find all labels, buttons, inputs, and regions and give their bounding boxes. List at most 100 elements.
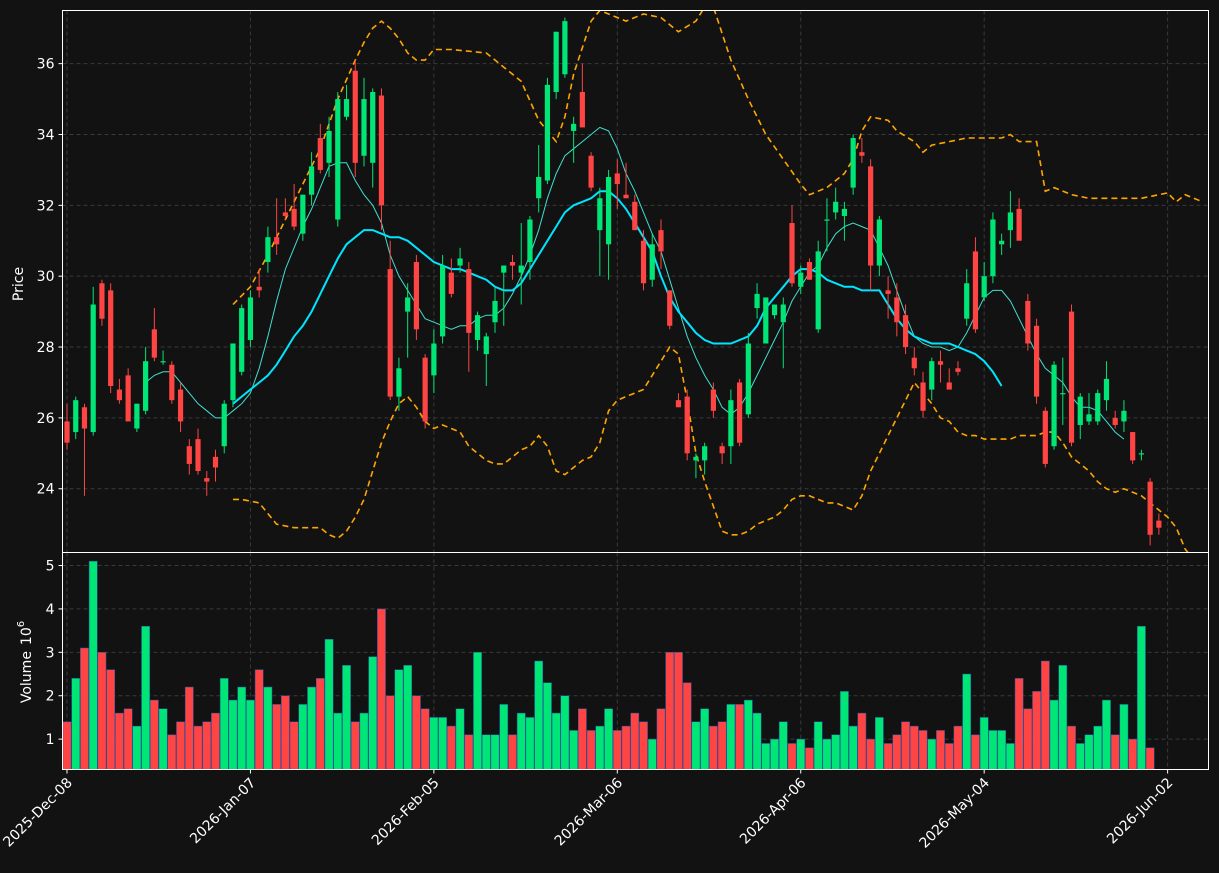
volume-bar xyxy=(88,560,98,770)
price-tick-label: 26 xyxy=(37,411,55,427)
candle-body xyxy=(1147,481,1153,535)
volume-bar xyxy=(997,730,1006,770)
candle-body xyxy=(693,456,699,461)
candle-body xyxy=(544,84,551,181)
candle-body xyxy=(675,400,682,408)
volume-bar xyxy=(822,738,832,770)
volume-bar xyxy=(639,721,648,770)
price-tick-label: 32 xyxy=(37,198,55,214)
candle-body xyxy=(571,123,577,131)
price-y-ticks: 24 26 28 30 32 34 36 xyxy=(37,57,63,498)
volume-tick-label: 2 xyxy=(46,689,55,705)
candle-body xyxy=(370,91,376,163)
volume-bar xyxy=(813,721,823,770)
candle-body xyxy=(177,389,184,422)
volume-bar xyxy=(80,647,89,770)
volume-bar xyxy=(988,730,998,770)
candle-body xyxy=(343,99,350,117)
volume-bar xyxy=(525,717,535,770)
volume-bar xyxy=(342,665,351,770)
candle-body xyxy=(902,315,909,348)
volume-bar xyxy=(403,665,413,770)
volume-bar xyxy=(1023,708,1033,770)
candle-body xyxy=(1156,520,1162,528)
candle-body xyxy=(710,389,716,411)
candle-body xyxy=(1033,325,1040,397)
candle-body xyxy=(667,290,673,326)
volume-bar xyxy=(944,743,954,770)
volume-bar xyxy=(953,725,963,770)
candle-body xyxy=(850,138,856,188)
volume-bar xyxy=(176,721,185,770)
candle-body xyxy=(1130,432,1136,461)
volume-axis-title: Volume 106 xyxy=(16,621,35,703)
volume-bar xyxy=(621,725,631,770)
candle-body xyxy=(841,208,848,216)
candle-body xyxy=(946,382,952,390)
candle-body xyxy=(536,176,542,199)
candle-body xyxy=(221,403,227,447)
candle-body xyxy=(833,201,839,213)
volume-bar xyxy=(778,721,788,770)
volume-bar xyxy=(272,704,281,770)
candle-body xyxy=(1068,311,1075,443)
candle-body xyxy=(562,21,568,75)
candle-body xyxy=(396,368,402,397)
volume-bar xyxy=(665,652,675,770)
volume-bar xyxy=(1102,699,1111,770)
volume-bar xyxy=(586,730,596,770)
volume-bar xyxy=(656,708,666,770)
candle-body xyxy=(929,361,935,390)
candle-body xyxy=(1095,393,1101,422)
candle-body xyxy=(230,343,236,401)
candle-body xyxy=(1042,410,1048,464)
candle-body xyxy=(99,283,105,319)
volume-bar xyxy=(1084,734,1094,770)
volume-bar xyxy=(1110,734,1120,770)
candle-body xyxy=(614,173,620,185)
volume-bar xyxy=(97,652,107,770)
candle-body xyxy=(116,389,123,401)
candle-body xyxy=(1007,212,1013,231)
price-tick-label: 36 xyxy=(37,57,55,73)
price-tick-label: 30 xyxy=(37,269,55,285)
volume-bar xyxy=(1014,678,1024,770)
volume-bar xyxy=(543,682,552,770)
volume-bar xyxy=(324,639,334,770)
volume-bar xyxy=(595,725,605,770)
volume-bar xyxy=(1032,691,1041,770)
candle-body xyxy=(73,400,79,433)
candle-body xyxy=(300,194,306,234)
candle-body xyxy=(632,201,638,231)
volume-tick-label: 4 xyxy=(46,602,55,618)
volume-bar xyxy=(761,743,771,770)
volume-bar xyxy=(377,608,386,770)
candle-body xyxy=(798,272,804,287)
volume-tick-label: 3 xyxy=(46,645,55,661)
price-tick-label: 28 xyxy=(37,340,55,356)
volume-bar xyxy=(840,691,849,770)
candle-body xyxy=(806,262,813,280)
candle-body xyxy=(405,297,411,312)
volume-bar xyxy=(612,730,622,770)
candle-body xyxy=(999,240,1005,245)
volume-bar xyxy=(971,734,980,770)
candles xyxy=(64,17,1162,546)
candle-body xyxy=(911,357,917,369)
candle-body xyxy=(474,315,481,340)
bollinger-lower-line xyxy=(233,345,1203,553)
volume-bar xyxy=(455,708,465,770)
candle-body xyxy=(640,240,647,284)
bollinger-upper-line xyxy=(232,10,1203,306)
volume-bar xyxy=(534,660,544,770)
volume-bar xyxy=(359,712,369,770)
candle-body xyxy=(509,262,516,266)
volume-bar xyxy=(787,743,797,770)
volume-bar xyxy=(1075,743,1085,770)
candle-body xyxy=(789,223,795,284)
volume-bars xyxy=(62,560,1155,770)
candle-body xyxy=(282,212,288,216)
volume-bar xyxy=(936,730,945,770)
volume-bar xyxy=(1049,699,1059,770)
